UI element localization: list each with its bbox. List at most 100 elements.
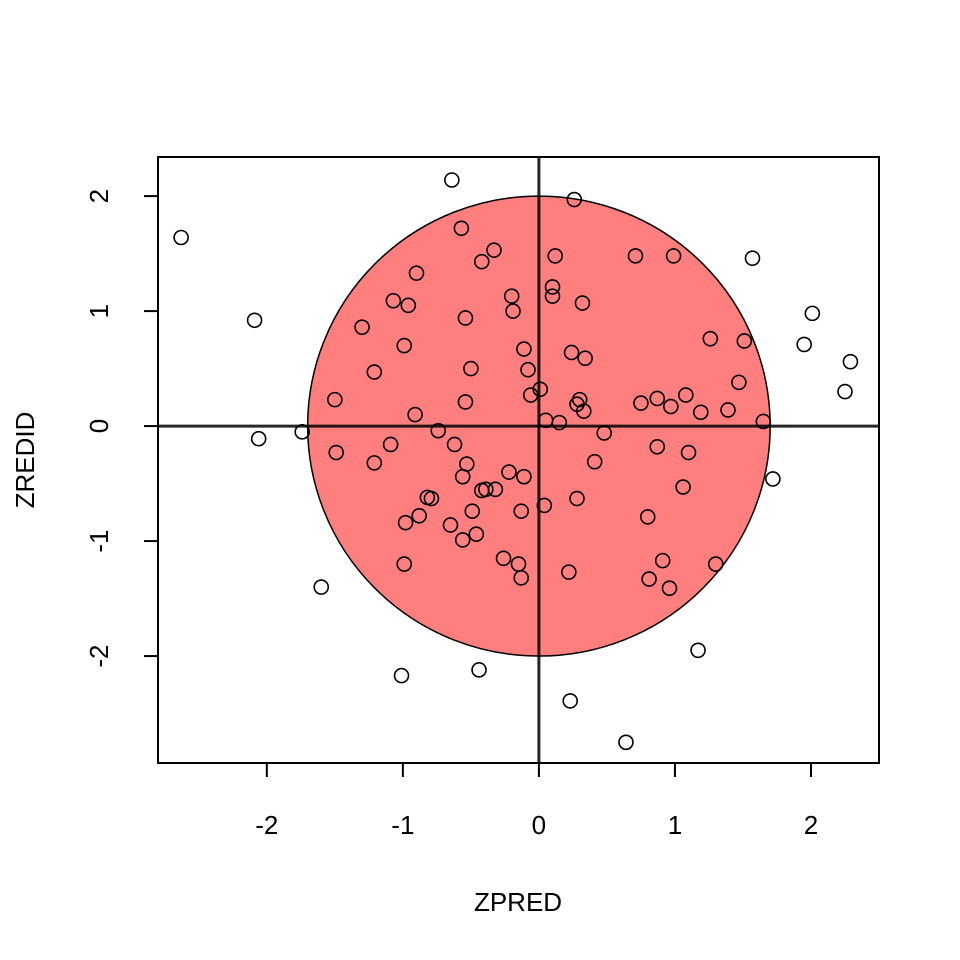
x-axis-title: ZPRED <box>474 887 562 917</box>
y-tick-label: -1 <box>84 530 114 553</box>
data-point <box>707 556 724 572</box>
data-point <box>453 220 470 237</box>
x-tick-label: 0 <box>532 810 546 840</box>
data-point <box>442 517 459 533</box>
data-point <box>675 479 691 495</box>
y-axis-title: ZREDID <box>10 412 40 509</box>
x-axis: -2 -1 0 1 2 <box>255 762 818 840</box>
data-point <box>842 353 859 370</box>
data-point <box>765 471 781 487</box>
data-point <box>457 394 474 410</box>
data-point <box>457 310 474 326</box>
data-point <box>551 414 568 431</box>
data-point <box>627 248 644 264</box>
data-point <box>501 464 517 480</box>
data-point <box>692 404 709 421</box>
y-tick-label: 0 <box>84 419 114 433</box>
data-point <box>566 191 583 208</box>
data-point <box>654 552 671 569</box>
y-axis: -2 -1 0 1 2 <box>84 189 159 668</box>
data-point <box>586 453 603 470</box>
data-point <box>486 242 502 258</box>
x-tick-label: -1 <box>391 810 414 840</box>
data-point <box>680 444 697 461</box>
data-point <box>454 468 471 485</box>
data-point <box>396 556 413 572</box>
data-point <box>562 693 578 709</box>
data-point <box>411 507 427 524</box>
y-tick-label: -2 <box>84 644 114 667</box>
data-point <box>544 288 561 304</box>
x-tick-label: 1 <box>668 810 682 840</box>
data-point <box>575 403 592 419</box>
x-tick-label: -2 <box>255 810 278 840</box>
data-point <box>755 413 772 430</box>
data-point <box>744 250 761 266</box>
data-point <box>544 279 561 295</box>
data-point <box>430 422 447 439</box>
data-point <box>663 398 679 415</box>
data-point <box>423 490 440 507</box>
data-point <box>463 360 479 377</box>
data-point <box>513 503 530 519</box>
data-point <box>313 579 330 595</box>
data-point <box>731 374 747 391</box>
data-point <box>547 248 564 264</box>
data-point <box>665 248 682 264</box>
y-tick-label: 1 <box>84 304 114 318</box>
data-point <box>385 292 402 309</box>
data-point <box>328 444 345 461</box>
data-point <box>690 642 706 659</box>
data-point <box>382 436 399 453</box>
data-point <box>495 550 512 567</box>
data-point <box>454 532 471 548</box>
data-point <box>536 497 553 514</box>
data-point <box>569 490 585 507</box>
data-point <box>678 387 694 403</box>
data-point <box>649 438 666 455</box>
data-point <box>505 303 521 319</box>
data-point <box>354 319 370 335</box>
data-point <box>468 526 485 542</box>
x-tick-label: 2 <box>804 810 818 840</box>
data-point <box>446 436 463 453</box>
data-point <box>641 571 657 587</box>
data-point <box>246 312 263 329</box>
data-point <box>837 383 853 400</box>
data-point <box>804 305 821 322</box>
data-point <box>327 391 343 408</box>
data-point <box>720 402 736 418</box>
data-point <box>520 361 536 378</box>
data-point <box>796 336 812 353</box>
data-point <box>563 344 580 361</box>
data-point <box>561 564 577 580</box>
data-point <box>503 288 520 304</box>
data-point <box>618 734 634 751</box>
data-point <box>407 406 423 423</box>
data-point <box>702 330 719 347</box>
data-point <box>396 337 413 354</box>
data-point <box>408 265 425 281</box>
data-point <box>513 570 530 586</box>
data-point <box>471 662 487 678</box>
data-point <box>397 514 414 531</box>
data-point <box>366 364 383 380</box>
data-point <box>444 172 460 188</box>
data-point <box>366 455 383 471</box>
data-point <box>639 509 656 525</box>
data-point <box>464 503 481 519</box>
data-point <box>577 350 593 367</box>
reference-lines <box>158 157 879 763</box>
data-point <box>473 482 490 499</box>
data-point <box>661 580 678 597</box>
points-layer <box>173 172 859 751</box>
data-point <box>473 253 490 270</box>
data-point <box>516 468 532 485</box>
data-point <box>250 430 267 447</box>
data-point <box>736 333 753 349</box>
data-point <box>393 667 410 684</box>
data-point <box>173 229 189 246</box>
y-tick-label: 2 <box>84 189 114 203</box>
data-point <box>649 390 666 407</box>
